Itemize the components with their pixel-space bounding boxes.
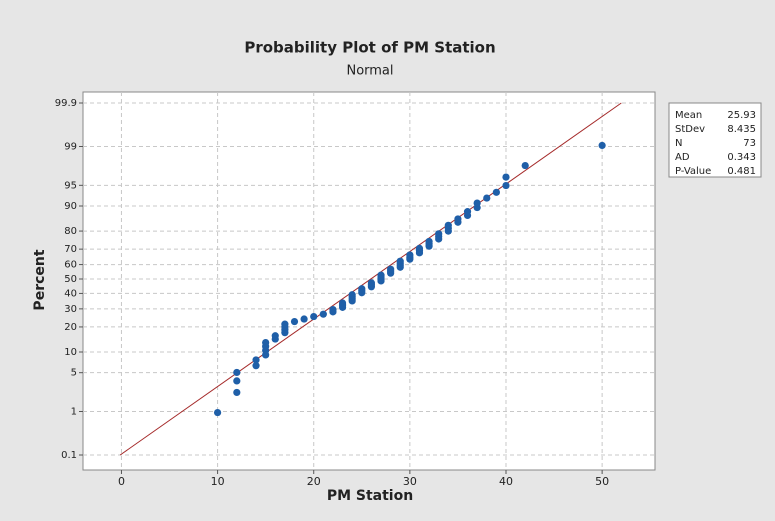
data-point — [521, 161, 529, 170]
y-axis-label: Percent — [32, 249, 48, 310]
y-tick-label: 1 — [71, 406, 77, 417]
data-point — [387, 265, 395, 273]
data-point — [415, 244, 424, 253]
y-tick-label: 50 — [64, 274, 77, 285]
x-tick-label: 30 — [403, 475, 417, 488]
data-point — [463, 208, 472, 216]
y-tick-label: 40 — [64, 288, 77, 299]
y-tick-label: 95 — [64, 180, 77, 191]
data-point — [338, 299, 347, 307]
x-tick-label: 10 — [211, 475, 225, 488]
data-point — [396, 257, 404, 265]
data-point — [300, 315, 308, 323]
data-point — [483, 194, 491, 202]
x-tick-label: 40 — [499, 475, 513, 488]
stats-value: 0.481 — [727, 166, 756, 177]
data-point — [310, 312, 318, 321]
data-point — [213, 408, 222, 417]
y-tick-label: 99 — [64, 142, 77, 153]
data-point — [367, 279, 376, 287]
data-point — [329, 305, 337, 314]
chart-title: Probability Plot of PM Station — [244, 39, 495, 57]
data-point — [348, 291, 356, 299]
y-tick-label: 0.1 — [61, 450, 77, 461]
data-point — [290, 317, 299, 326]
stats-value: 73 — [743, 138, 756, 149]
fit-line — [119, 102, 622, 456]
x-tick-label: 50 — [595, 475, 609, 488]
x-tick-label: 20 — [307, 475, 321, 488]
data-point — [281, 320, 289, 328]
y-tick-label: 20 — [64, 322, 77, 333]
data-point — [473, 199, 481, 207]
data-point — [502, 181, 510, 190]
y-tick-label: 99.9 — [55, 98, 77, 109]
x-axis-label: PM Station — [327, 488, 413, 504]
y-tick-label: 10 — [64, 347, 77, 358]
data-point — [233, 377, 241, 385]
stats-label: AD — [675, 152, 690, 163]
data-point — [377, 271, 385, 279]
stats-label: StDev — [675, 124, 705, 135]
stats-value: 0.343 — [727, 152, 756, 163]
data-point — [319, 310, 327, 318]
stats-box — [668, 102, 762, 178]
y-tick-label: 70 — [64, 244, 77, 255]
data-point — [454, 215, 462, 223]
y-tick-label: 30 — [64, 304, 77, 315]
stats-label: P-Value — [675, 166, 711, 177]
stats-value: 25.93 — [727, 110, 756, 121]
x-tick-label: 0 — [118, 475, 125, 488]
data-point — [444, 221, 452, 229]
y-tick-label: 80 — [64, 226, 77, 237]
stats-value: 8.435 — [727, 124, 756, 135]
data-point — [252, 356, 260, 364]
data-point — [492, 188, 500, 196]
data-point — [358, 285, 366, 293]
stats-label: Mean — [675, 110, 702, 121]
data-point — [598, 141, 606, 150]
stats-label: N — [675, 138, 682, 149]
y-tick-label: 60 — [64, 260, 77, 271]
data-point — [406, 251, 414, 259]
chart-subtitle: Normal — [346, 64, 393, 79]
data-point — [435, 230, 443, 238]
data-point — [425, 237, 433, 246]
data-point — [262, 338, 270, 347]
data-point — [233, 368, 241, 377]
y-tick-label: 90 — [64, 201, 77, 212]
data-point — [271, 332, 279, 340]
data-point — [502, 173, 510, 181]
data-point — [233, 388, 241, 397]
y-tick-label: 5 — [71, 368, 77, 379]
data-point — [252, 362, 260, 370]
